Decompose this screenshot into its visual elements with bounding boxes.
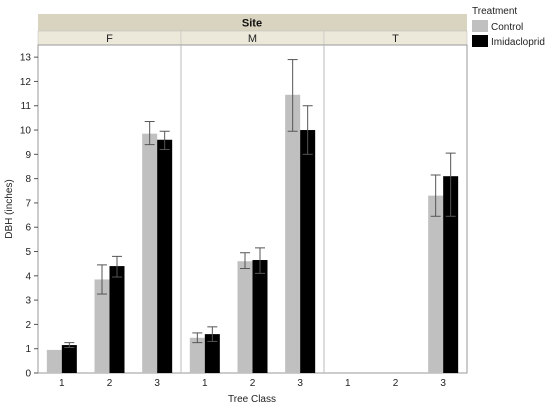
legend-swatch-control (472, 20, 488, 32)
panel-dividers (180, 45, 325, 373)
legend-title: Treatment (472, 6, 517, 17)
bar-control (46, 349, 62, 373)
error-bar (207, 326, 218, 342)
bar-control (285, 94, 301, 374)
y-tick-label: 0 (25, 369, 31, 380)
error-bar (64, 342, 75, 348)
facet-title: Site (242, 18, 262, 30)
bar-imidacloprid (252, 260, 268, 373)
y-tick-label: 3 (25, 296, 31, 307)
bar-control (428, 195, 444, 373)
bars (46, 94, 459, 374)
error-bar (430, 174, 441, 217)
legend: Treatment Control Imidacloprid (472, 6, 545, 48)
y-tick-label: 2 (25, 320, 31, 331)
legend-label: Imidacloprid (491, 37, 545, 48)
panel-label: F (106, 33, 113, 45)
bar-imidacloprid (109, 266, 125, 373)
y-axis-title: DBH (inches) (4, 179, 15, 238)
bar-control (142, 133, 158, 373)
error-bar (97, 264, 107, 295)
bar-control (94, 279, 110, 373)
x-tick-label: 1 (202, 378, 208, 389)
y-tick-label: 1 (25, 344, 31, 355)
x-tick-label: 1 (59, 378, 65, 389)
y-tick-label: 5 (25, 247, 31, 258)
y-tick-label: 9 (25, 150, 31, 161)
x-axis-title: Tree Class (228, 394, 276, 405)
error-bar (192, 332, 203, 344)
bar-imidacloprid (204, 334, 220, 373)
legend-label: Control (491, 22, 523, 33)
x-tick-label: 3 (297, 378, 303, 389)
error-bar (445, 152, 456, 217)
y-tick-label: 11 (21, 101, 32, 112)
y-tick-label: 13 (20, 53, 32, 64)
error-bar (255, 247, 265, 274)
bar-control (237, 261, 253, 373)
facet-title-strip (38, 14, 467, 31)
x-axis: 1 2 3 1 2 3 1 2 3 (59, 378, 446, 389)
error-bar (144, 121, 155, 146)
panel-label: T (392, 33, 399, 45)
bar-control (189, 337, 205, 373)
y-tick-label: 12 (20, 77, 32, 88)
x-tick-label: 2 (107, 378, 113, 389)
bar-imidacloprid (61, 345, 77, 373)
y-tick-label: 6 (25, 223, 31, 234)
error-bar (287, 59, 298, 132)
error-bar (240, 252, 250, 270)
error-bars (64, 59, 456, 348)
bar-imidacloprid (443, 176, 459, 373)
x-tick-label: 2 (393, 378, 399, 389)
x-tick-label: 2 (250, 378, 256, 389)
bar-imidacloprid (300, 130, 316, 373)
bar-imidacloprid (157, 139, 173, 373)
y-tick-label: 8 (25, 174, 31, 185)
error-bar (159, 130, 170, 150)
error-bar (302, 105, 313, 155)
x-tick-label: 3 (154, 378, 160, 389)
y-tick-label: 7 (25, 198, 31, 209)
legend-swatch-imidacloprid (472, 35, 488, 47)
x-tick-label: 1 (345, 378, 351, 389)
error-bar (112, 255, 122, 278)
y-tick-label: 4 (25, 271, 31, 282)
x-tick-label: 3 (440, 378, 446, 389)
panel-label: M (248, 33, 257, 45)
y-tick-label: 10 (20, 126, 32, 137)
